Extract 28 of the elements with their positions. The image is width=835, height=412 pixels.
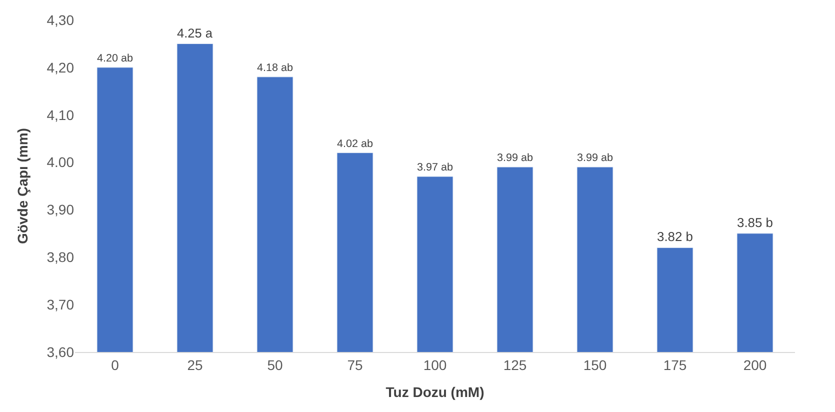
y-axis-title: Gövde Çapı (mm): [14, 128, 30, 244]
x-tick-label: 200: [743, 356, 767, 373]
data-label: 4.25 a: [177, 25, 214, 40]
x-tick-label: 0: [111, 356, 120, 373]
data-label: 3.99 ab: [497, 152, 533, 164]
y-tick-label: 3,80: [46, 249, 74, 266]
x-axis-title: Tuz Dozu (mM): [386, 384, 484, 400]
x-tick-label: 50: [267, 356, 283, 373]
x-tick-label: 100: [423, 356, 447, 373]
data-label: 3.97 ab: [417, 162, 453, 174]
x-tick-label: 125: [503, 356, 527, 373]
data-label: 4.20 ab: [97, 52, 133, 65]
data-label: 3.85 b: [737, 214, 773, 230]
data-label: 3.99 ab: [577, 152, 613, 164]
y-tick-label: 3,60: [46, 344, 74, 360]
data-label: 4.18 ab: [257, 62, 293, 74]
x-tick-label: 175: [663, 356, 687, 373]
y-tick-label: 4,10: [46, 106, 74, 123]
y-tick-label: 4,30: [46, 12, 74, 28]
y-tick-label: 4.00: [46, 154, 74, 170]
x-tick-label: 75: [347, 356, 363, 373]
x-tick-label: 25: [187, 356, 203, 373]
y-tick-label: 4,20: [46, 59, 74, 76]
data-label: 3.82 b: [657, 229, 693, 244]
data-label: 4.02 ab: [337, 138, 373, 150]
y-tick-label: 3,70: [46, 296, 74, 312]
x-tick-label: 150: [583, 356, 607, 373]
y-tick-label: 3,90: [46, 202, 74, 218]
